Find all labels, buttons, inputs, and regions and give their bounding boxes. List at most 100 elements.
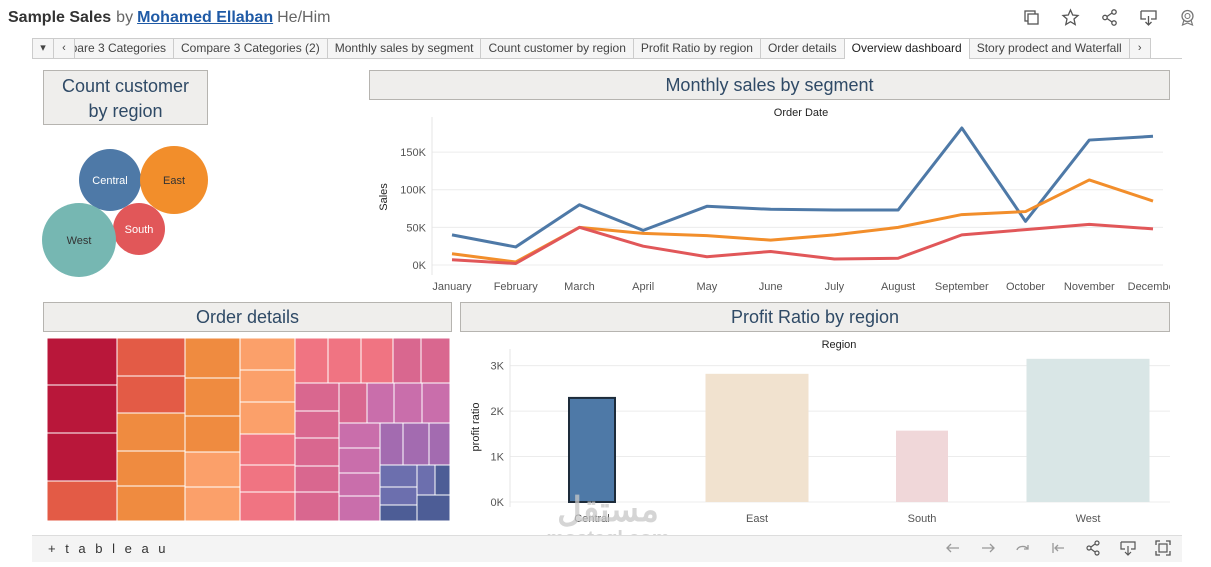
treemap-cell[interactable] — [392, 338, 422, 384]
share-icon[interactable] — [1084, 539, 1102, 557]
treemap-cell[interactable] — [360, 338, 394, 384]
treemap-cell[interactable] — [239, 369, 296, 403]
copy-icon[interactable] — [1022, 8, 1041, 27]
download-icon[interactable] — [1139, 8, 1158, 27]
tab-compare-3-categories-2[interactable]: Compare 3 Categories (2) — [173, 38, 328, 58]
bubble-east[interactable] — [140, 146, 208, 214]
treemap-cell[interactable] — [402, 422, 430, 466]
author-pronouns: He/Him — [277, 9, 331, 26]
tab-compare-3-categories[interactable]: Compare 3 Categories — [74, 38, 174, 58]
treemap-cell[interactable] — [239, 338, 296, 371]
tab-monthly-sales-by-segment[interactable]: Monthly sales by segment — [326, 38, 482, 58]
tableau-logo[interactable]: + t a b l e a u — [48, 541, 169, 556]
bar-chart-y-tick: 2K — [491, 406, 505, 418]
bubble-label-east: East — [163, 175, 185, 187]
treemap-cell[interactable] — [239, 433, 296, 466]
treemap-cell[interactable] — [338, 447, 381, 474]
treemap-cell[interactable] — [379, 504, 418, 521]
treemap-cell[interactable] — [338, 472, 381, 497]
bar-central[interactable] — [568, 396, 616, 504]
treemap-cell[interactable] — [338, 382, 368, 424]
treemap-cell[interactable] — [420, 338, 450, 384]
treemap-cell[interactable] — [184, 451, 241, 488]
treemap-cell[interactable] — [116, 375, 186, 414]
monthly-sales-line-chart: Order Date Sales 0K 50K 100K 150K January Fe… — [378, 107, 1170, 293]
redo-icon[interactable] — [979, 539, 997, 557]
toolbar-actions — [944, 539, 1172, 557]
treemap-cell[interactable] — [327, 338, 362, 384]
bar-chart-y-title: profit ratio — [470, 403, 482, 452]
profit-ratio-bar-chart: Region profit ratio 0K 1K 2K 3K Central East… — [470, 339, 1170, 525]
tab-prev-button[interactable]: ‹ — [53, 38, 75, 58]
treemap-cell[interactable] — [47, 338, 118, 386]
treemap-cell[interactable] — [379, 464, 418, 488]
bar-west[interactable] — [1026, 358, 1150, 502]
sheet-tabs: ▾ ‹ Compare 3 Categories Compare 3 Categ… — [32, 38, 1182, 59]
tab-next-button[interactable]: › — [1128, 38, 1151, 58]
line-chart-x-tick: June — [759, 281, 783, 293]
treemap-cell[interactable] — [421, 382, 450, 424]
treemap-cell[interactable] — [366, 382, 395, 424]
tab-menu-button[interactable]: ▾ — [32, 38, 54, 58]
treemap-cell[interactable] — [116, 485, 186, 521]
treemap-cell[interactable] — [47, 480, 118, 521]
bar-east[interactable] — [705, 373, 809, 502]
line-series-3[interactable] — [451, 222, 1154, 265]
share-icon[interactable] — [1100, 8, 1119, 27]
treemap-cell[interactable] — [239, 401, 296, 435]
treemap-cell[interactable] — [47, 432, 118, 482]
download-icon[interactable] — [1119, 539, 1137, 557]
treemap-cell[interactable] — [338, 422, 381, 449]
treemap-cell[interactable] — [116, 338, 186, 377]
treemap-cell[interactable] — [184, 377, 241, 417]
fullscreen-icon[interactable] — [1154, 539, 1172, 557]
treemap-cell[interactable] — [184, 415, 241, 453]
treemap-cell[interactable] — [294, 338, 329, 384]
order-details-title: Order details — [43, 302, 452, 332]
treemap-cell[interactable] — [416, 464, 436, 496]
bubble-south[interactable] — [113, 203, 165, 255]
treemap-cell[interactable] — [239, 491, 296, 521]
count-customer-title-line1: Count customer — [61, 76, 190, 96]
bubble-central[interactable] — [79, 149, 141, 211]
line-chart-y-tick: 100K — [400, 185, 426, 197]
award-icon[interactable] — [1178, 8, 1197, 27]
undo-icon[interactable] — [944, 539, 962, 557]
tab-count-customer-by-region[interactable]: Count customer by region — [480, 38, 634, 58]
treemap-cell[interactable] — [416, 494, 450, 521]
treemap-cell[interactable] — [294, 491, 340, 521]
treemap-cell[interactable] — [116, 450, 186, 487]
tab-order-details[interactable]: Order details — [759, 38, 845, 58]
bubble-west[interactable] — [42, 203, 116, 277]
author-link[interactable]: Mohamed Ellaban — [137, 9, 274, 26]
treemap-cell[interactable] — [338, 495, 381, 521]
line-chart-x-tick: July — [825, 281, 845, 293]
tab-overview-dashboard[interactable]: Overview dashboard — [843, 38, 970, 59]
treemap-cell[interactable] — [116, 412, 186, 452]
bar-south[interactable] — [896, 430, 948, 502]
bar-chart-x-tick: Central — [574, 513, 609, 525]
treemap-cell[interactable] — [434, 464, 450, 496]
line-chart-y-title: Sales — [378, 183, 390, 211]
treemap-cell[interactable] — [294, 465, 340, 493]
count-customer-title-line2: by region — [88, 101, 163, 121]
treemap-cell[interactable] — [379, 422, 404, 466]
star-icon[interactable] — [1061, 8, 1080, 27]
tab-profit-ratio-by-region[interactable]: Profit Ratio by region — [632, 38, 761, 58]
monthly-sales-title: Monthly sales by segment — [369, 70, 1170, 100]
treemap-cell[interactable] — [294, 410, 340, 439]
revert-icon[interactable] — [1014, 539, 1032, 557]
reset-icon[interactable] — [1049, 539, 1067, 557]
treemap-cell[interactable] — [379, 486, 418, 506]
treemap-cell[interactable] — [184, 486, 241, 521]
treemap-cell[interactable] — [47, 384, 118, 434]
line-chart-y-tick: 50K — [406, 222, 426, 234]
treemap-cell[interactable] — [294, 437, 340, 467]
treemap-cell[interactable] — [428, 422, 450, 466]
treemap-cell[interactable] — [239, 464, 296, 493]
treemap-cell[interactable] — [393, 382, 423, 424]
bar-chart-header: Region — [822, 339, 857, 351]
treemap-cell[interactable] — [294, 382, 340, 412]
tab-story-prodect-and-waterfall[interactable]: Story prodect and Waterfall — [968, 38, 1130, 58]
treemap-cell[interactable] — [184, 338, 241, 379]
